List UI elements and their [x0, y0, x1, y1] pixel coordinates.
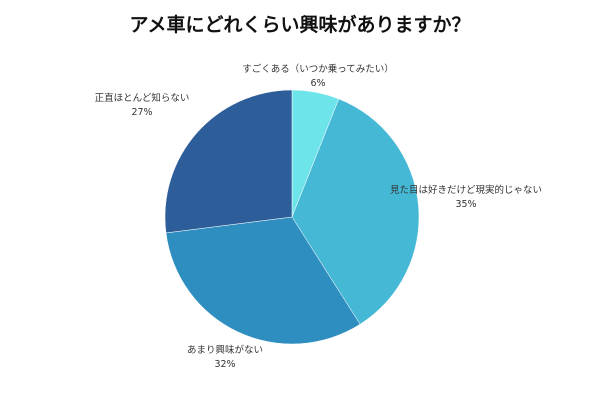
- slice-value-label-1: 6%: [310, 78, 325, 89]
- pie-slice-4: [164, 89, 293, 234]
- pie-slice-2: [291, 98, 420, 325]
- chart-title: アメ車にどれくらい興味がありますか？: [129, 14, 471, 36]
- slice-label-4: 正直ほとんど知らない: [95, 92, 190, 104]
- pie-slices: [164, 89, 420, 345]
- slice-value-label-4: 27%: [131, 107, 152, 118]
- slice-value-label-3: 32%: [214, 359, 235, 370]
- slice-label-3: あまり興味がない: [187, 344, 263, 356]
- slice-label-1: すごくある（いつか乗ってみたい）: [242, 63, 394, 75]
- slice-value-label-2: 35%: [455, 199, 476, 210]
- pie-slice-3: [165, 216, 361, 345]
- slice-label-2: 見た目は好きだけど現実的じゃない: [390, 184, 542, 196]
- pie-labels: すごくある（いつか乗ってみたい） 6% 見た目は好きだけど現実的じゃない 35% あまり…: [95, 63, 542, 370]
